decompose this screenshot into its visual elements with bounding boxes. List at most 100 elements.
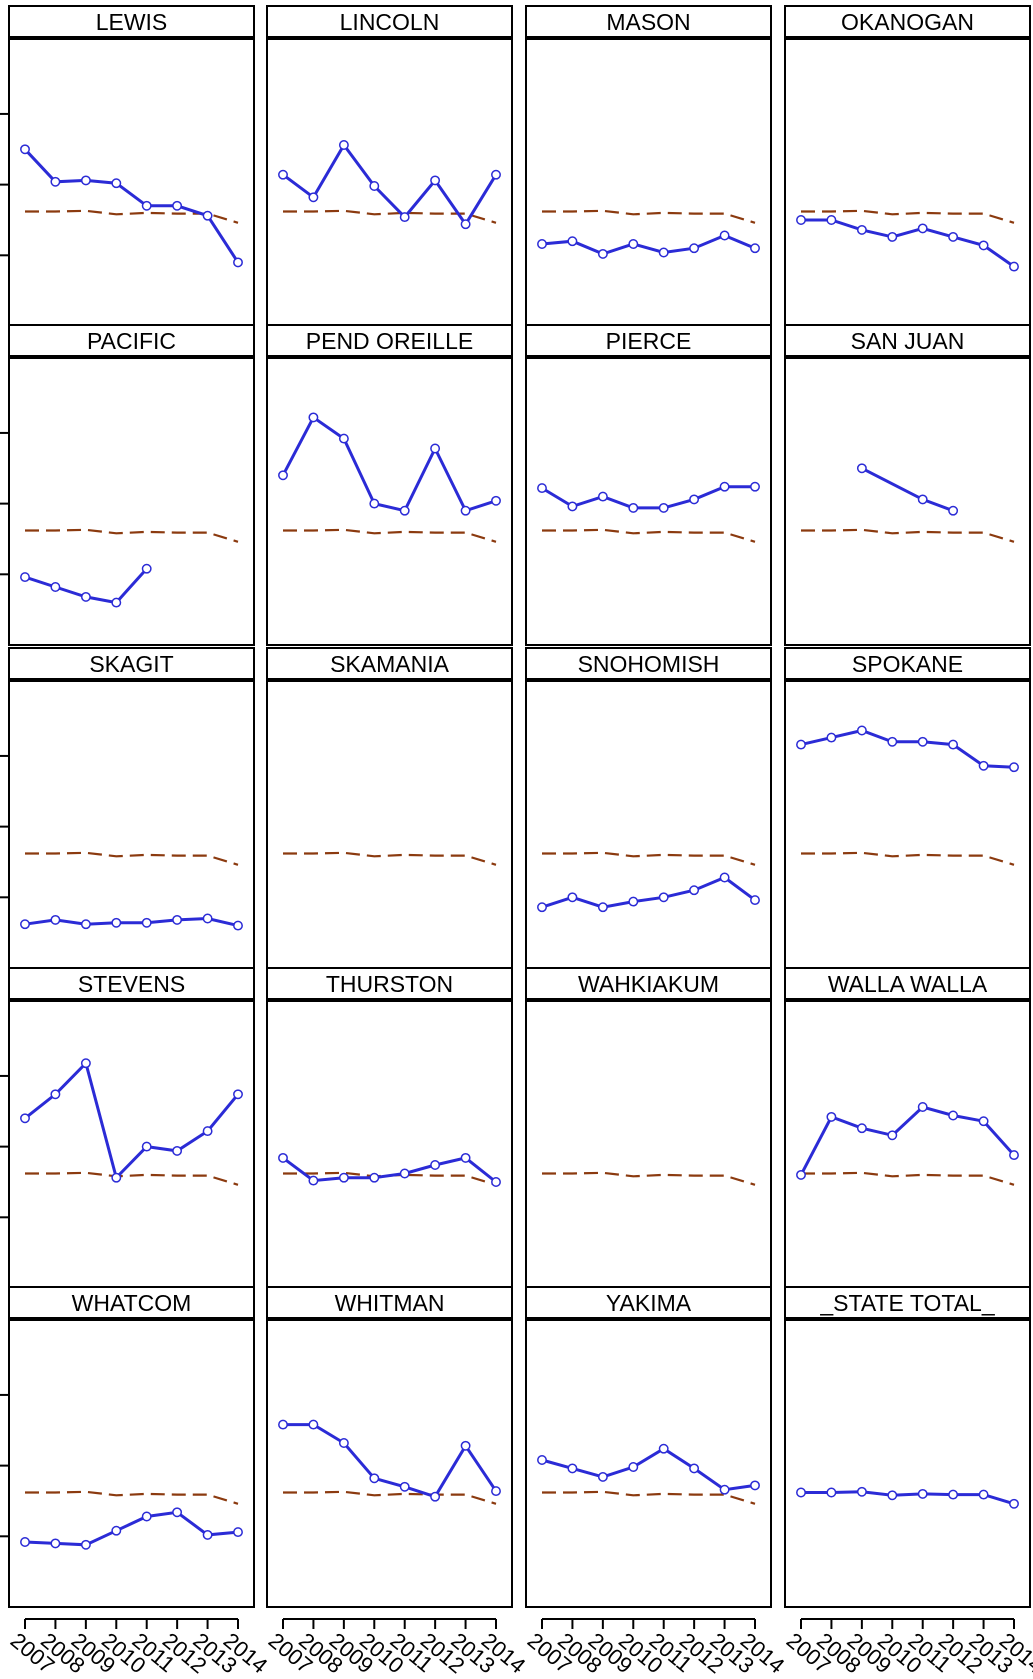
county-point xyxy=(658,1443,669,1454)
panel-frame xyxy=(525,680,772,969)
county-point xyxy=(20,144,30,155)
panel: STEVENS xyxy=(0,967,255,1289)
panel-frame xyxy=(8,1319,255,1608)
panel-title: WHATCOM xyxy=(72,1290,192,1316)
panel-strip xyxy=(784,647,1031,682)
panel-title: MASON xyxy=(606,9,690,35)
county-point xyxy=(628,1462,639,1472)
county-line xyxy=(23,148,240,264)
county-point xyxy=(978,240,989,251)
county-point xyxy=(826,732,837,743)
county-point xyxy=(856,463,867,474)
state-reference-line xyxy=(542,851,756,866)
county-point xyxy=(233,1527,243,1538)
county-point xyxy=(111,1525,122,1536)
county-point xyxy=(50,176,61,187)
state-reference-line xyxy=(25,1171,239,1186)
county-point xyxy=(948,1110,959,1121)
county-point xyxy=(80,919,91,930)
county-point xyxy=(172,914,183,925)
county-point xyxy=(978,760,989,771)
panel-frame xyxy=(266,38,513,327)
state-reference-line xyxy=(542,209,756,224)
county-point xyxy=(826,215,837,225)
county-point xyxy=(856,725,867,736)
county-point xyxy=(887,1130,898,1141)
panel-strip xyxy=(266,647,513,682)
county-point xyxy=(202,210,213,221)
county-point xyxy=(20,1113,30,1124)
county-point xyxy=(369,498,380,509)
panel-title: YAKIMA xyxy=(606,1290,692,1316)
state-reference-line xyxy=(283,1490,497,1505)
county-point xyxy=(689,885,700,896)
panel-frame xyxy=(266,680,513,969)
panel-title: PACIFIC xyxy=(87,328,176,354)
panel-frame xyxy=(784,680,1031,969)
state-reference-line xyxy=(542,528,756,543)
panel-title: SPOKANE xyxy=(852,651,963,677)
county-point xyxy=(399,212,410,223)
panel-title: LINCOLN xyxy=(340,9,440,35)
county-point xyxy=(1009,762,1019,773)
county-point xyxy=(491,1486,501,1497)
county-point xyxy=(887,736,898,747)
county-point xyxy=(369,1473,380,1484)
county-point xyxy=(50,914,61,925)
panel: SNOHOMISH xyxy=(525,647,772,969)
county-point xyxy=(689,1463,700,1474)
county-point xyxy=(111,917,122,928)
county-point xyxy=(917,1488,928,1499)
state-reference-line xyxy=(283,209,497,224)
panel-title: SKAGIT xyxy=(89,651,173,677)
county-point xyxy=(796,1169,806,1180)
county-point xyxy=(430,1160,441,1170)
state-reference-line xyxy=(801,851,1015,866)
county-point xyxy=(111,1172,122,1183)
county-line xyxy=(541,485,755,510)
county-point xyxy=(856,1486,867,1497)
county-point xyxy=(597,902,608,913)
panel-strip xyxy=(266,324,513,359)
county-point xyxy=(308,1175,319,1186)
county-point xyxy=(369,181,380,191)
panel: _STATE TOTAL_200720082009201020112012201… xyxy=(782,1286,1033,1678)
panel-frame xyxy=(784,38,1031,327)
county-point xyxy=(658,502,669,513)
county-point xyxy=(750,243,760,254)
panel-frame xyxy=(525,1000,772,1289)
panel-title: WALLA WALLA xyxy=(828,971,988,997)
county-point xyxy=(537,1455,547,1465)
panel-strip xyxy=(8,1286,255,1321)
panel: SPOKANE xyxy=(784,647,1031,969)
county-point xyxy=(537,902,547,913)
panel-title: PIERCE xyxy=(606,328,692,354)
county-point xyxy=(233,920,243,931)
county-point xyxy=(537,239,547,249)
panel-strip xyxy=(525,967,772,1002)
county-point xyxy=(278,470,288,481)
panel-strip xyxy=(8,5,255,40)
county-point xyxy=(796,739,806,750)
county-point xyxy=(491,169,501,180)
panel: LEWIS xyxy=(0,5,255,327)
state-reference-line xyxy=(25,1490,239,1505)
county-point xyxy=(172,200,183,211)
panel: SKAGIT xyxy=(0,647,255,969)
county-point xyxy=(719,230,730,241)
county-point xyxy=(750,481,760,492)
county-point xyxy=(978,1116,989,1127)
county-point xyxy=(917,1102,928,1112)
county-point xyxy=(338,1438,349,1448)
panel-title: _STATE TOTAL_ xyxy=(819,1290,995,1316)
county-point xyxy=(50,582,61,592)
county-point xyxy=(689,494,700,505)
county-point xyxy=(141,563,152,574)
county-point xyxy=(1009,1150,1019,1161)
county-point xyxy=(80,1058,91,1069)
county-line xyxy=(283,1423,498,1499)
county-point xyxy=(141,1141,152,1152)
county-point xyxy=(826,1111,837,1122)
